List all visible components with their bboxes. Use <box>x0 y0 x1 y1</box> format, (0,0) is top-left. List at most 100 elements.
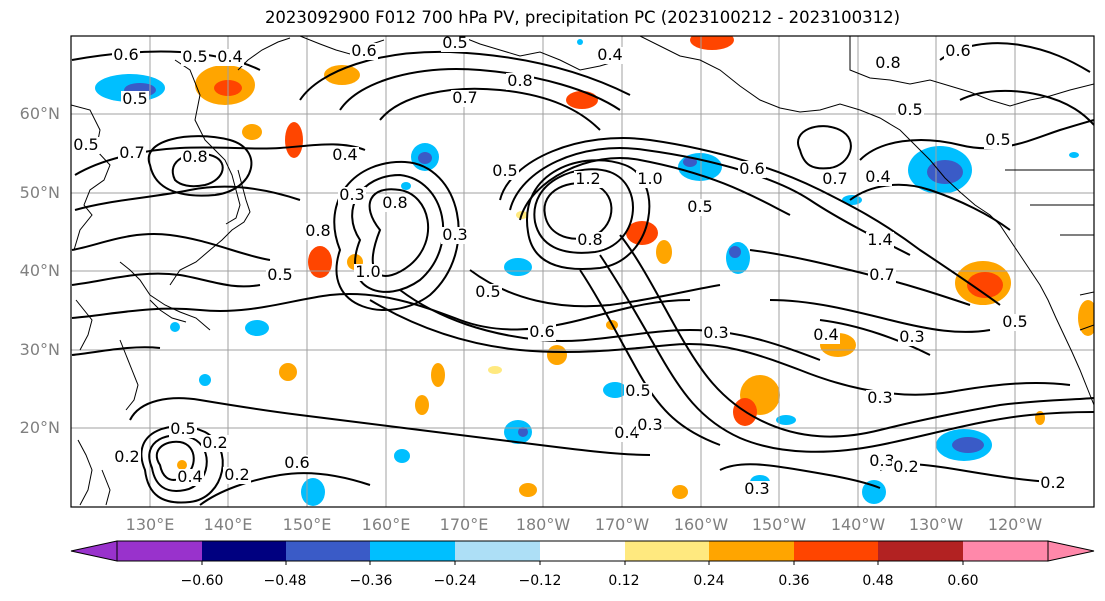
contour-label: 0.3 <box>899 327 924 346</box>
colorbar-tick-label: 0.60 <box>947 573 979 589</box>
contour-label-bg <box>576 232 604 249</box>
contour-label: 0.8 <box>305 221 330 240</box>
contour-label-bg <box>892 459 920 476</box>
contour-label-bg <box>574 171 602 188</box>
lon-label: 170°W <box>594 515 650 534</box>
contour-label-bg <box>984 132 1012 149</box>
contour-label: 0.8 <box>182 147 207 166</box>
contour-label: 0.8 <box>577 230 602 249</box>
contour-label: 0.5 <box>687 197 712 216</box>
contour-label-bg <box>868 267 896 284</box>
colorbar-segment <box>794 541 878 561</box>
contour-label-bg <box>113 449 141 466</box>
contour-label: 0.7 <box>822 169 847 188</box>
contour-label: 0.6 <box>945 41 970 60</box>
contour-label-bg <box>812 327 840 344</box>
colorbar-segment <box>878 541 963 561</box>
contour-label: 0.3 <box>637 415 662 434</box>
colorbar-extend-low <box>70 540 118 562</box>
contour-label-bg <box>176 469 204 486</box>
contour-label-bg <box>868 453 896 470</box>
colorbar-tick-label: 0.24 <box>693 573 725 589</box>
colorbar-tick-label: −0.12 <box>518 573 562 589</box>
colorbar-segment <box>286 541 370 561</box>
contour-label: 0.8 <box>875 53 900 72</box>
contour-label-bg <box>304 223 332 240</box>
contour-label-bg <box>201 435 229 452</box>
lon-label: 170°E <box>439 515 489 534</box>
contour-label-bg <box>738 161 766 178</box>
contour-label-bg <box>898 329 926 346</box>
contour-label: 0.5 <box>267 265 292 284</box>
contour-label-bg <box>354 264 382 281</box>
lat-label: 60°N <box>19 104 60 123</box>
contour-labels: 0.6 0.4 0.5 0.6 0.5 0.4 0.5 0.8 0.8 0.6 0.5 0.7 0.5 0… <box>72 33 1067 498</box>
coastlines <box>71 36 1094 506</box>
contour-label: 0.5 <box>442 33 467 52</box>
contour-label: 0.7 <box>452 88 477 107</box>
contour-label: 0.4 <box>614 423 639 442</box>
colorbar-tick-label: 0.48 <box>862 573 894 589</box>
contour-label-bg <box>181 49 209 66</box>
contour-label: 0.4 <box>332 145 357 164</box>
colorbar-segment <box>540 541 625 561</box>
contour-label: 1.2 <box>575 169 600 188</box>
contour-label-bg <box>702 325 730 342</box>
contour-label-bg <box>266 267 294 284</box>
lon-label: 120°W <box>987 515 1043 534</box>
lon-label: 160°W <box>673 515 729 534</box>
colorbar-tick-label: 0.12 <box>608 573 640 589</box>
lon-label: 130°W <box>908 515 964 534</box>
contour-label: 1.0 <box>355 262 380 281</box>
contour-label-bg <box>451 90 479 107</box>
contour-label: 0.2 <box>1040 473 1065 492</box>
lon-label: 160°E <box>361 515 411 534</box>
contour-label: 0.3 <box>703 323 728 342</box>
contour-label: 0.3 <box>442 225 467 244</box>
colorbar-segment <box>455 541 540 561</box>
lon-label: 180°W <box>515 515 571 534</box>
contour-label-bg <box>441 35 469 52</box>
contour-label: 0.3 <box>869 451 894 470</box>
contour-label-bg <box>491 163 519 180</box>
contour-label: 0.5 <box>170 419 195 438</box>
contour-label: 0.8 <box>382 193 407 212</box>
contour-label: 0.5 <box>182 47 207 66</box>
contour-label-bg <box>283 455 311 472</box>
colorbar-tick-label: −0.60 <box>180 573 224 589</box>
contour-label-bg <box>169 421 197 438</box>
contour-label-bg <box>506 73 534 90</box>
colorbar <box>70 540 1095 565</box>
colorbar-extend-high <box>1047 540 1095 562</box>
colorbar-tick-label: −0.24 <box>433 573 477 589</box>
contour-label: 0.5 <box>897 100 922 119</box>
colorbar-tick-label: −0.48 <box>263 573 307 589</box>
colorbar-segment <box>117 541 202 561</box>
lon-label: 150°E <box>282 515 332 534</box>
colorbar-tick-label: −0.36 <box>349 573 393 589</box>
contour-label-bg <box>121 91 149 108</box>
contour-label: 0.6 <box>529 322 554 341</box>
contour-label-bg <box>821 171 849 188</box>
contour-label: 0.6 <box>284 453 309 472</box>
lat-label: 40°N <box>19 261 60 280</box>
contour-label: 0.5 <box>73 135 98 154</box>
contour-label-bg <box>686 199 714 216</box>
contour-label: 0.6 <box>113 45 138 64</box>
contour-label-bg <box>636 417 664 434</box>
contour-label: 0.4 <box>597 45 622 64</box>
colorbar-segment <box>963 541 1048 561</box>
contour-label: 0.3 <box>744 479 769 498</box>
figure-title: 2023092900 F012 700 hPa PV, precipitatio… <box>264 8 901 27</box>
contour-label: 0.4 <box>865 167 890 186</box>
contour-label-bg <box>338 187 366 204</box>
lon-label: 140°E <box>203 515 253 534</box>
contour-label: 0.3 <box>339 185 364 204</box>
contour-label: 0.7 <box>119 143 144 162</box>
contour-label: 0.6 <box>739 159 764 178</box>
lon-label: 140°W <box>830 515 886 534</box>
contour-label-bg <box>223 467 251 484</box>
contour-label: 0.2 <box>893 457 918 476</box>
contour-label: 1.4 <box>867 230 892 249</box>
contour-label-bg <box>118 145 146 162</box>
